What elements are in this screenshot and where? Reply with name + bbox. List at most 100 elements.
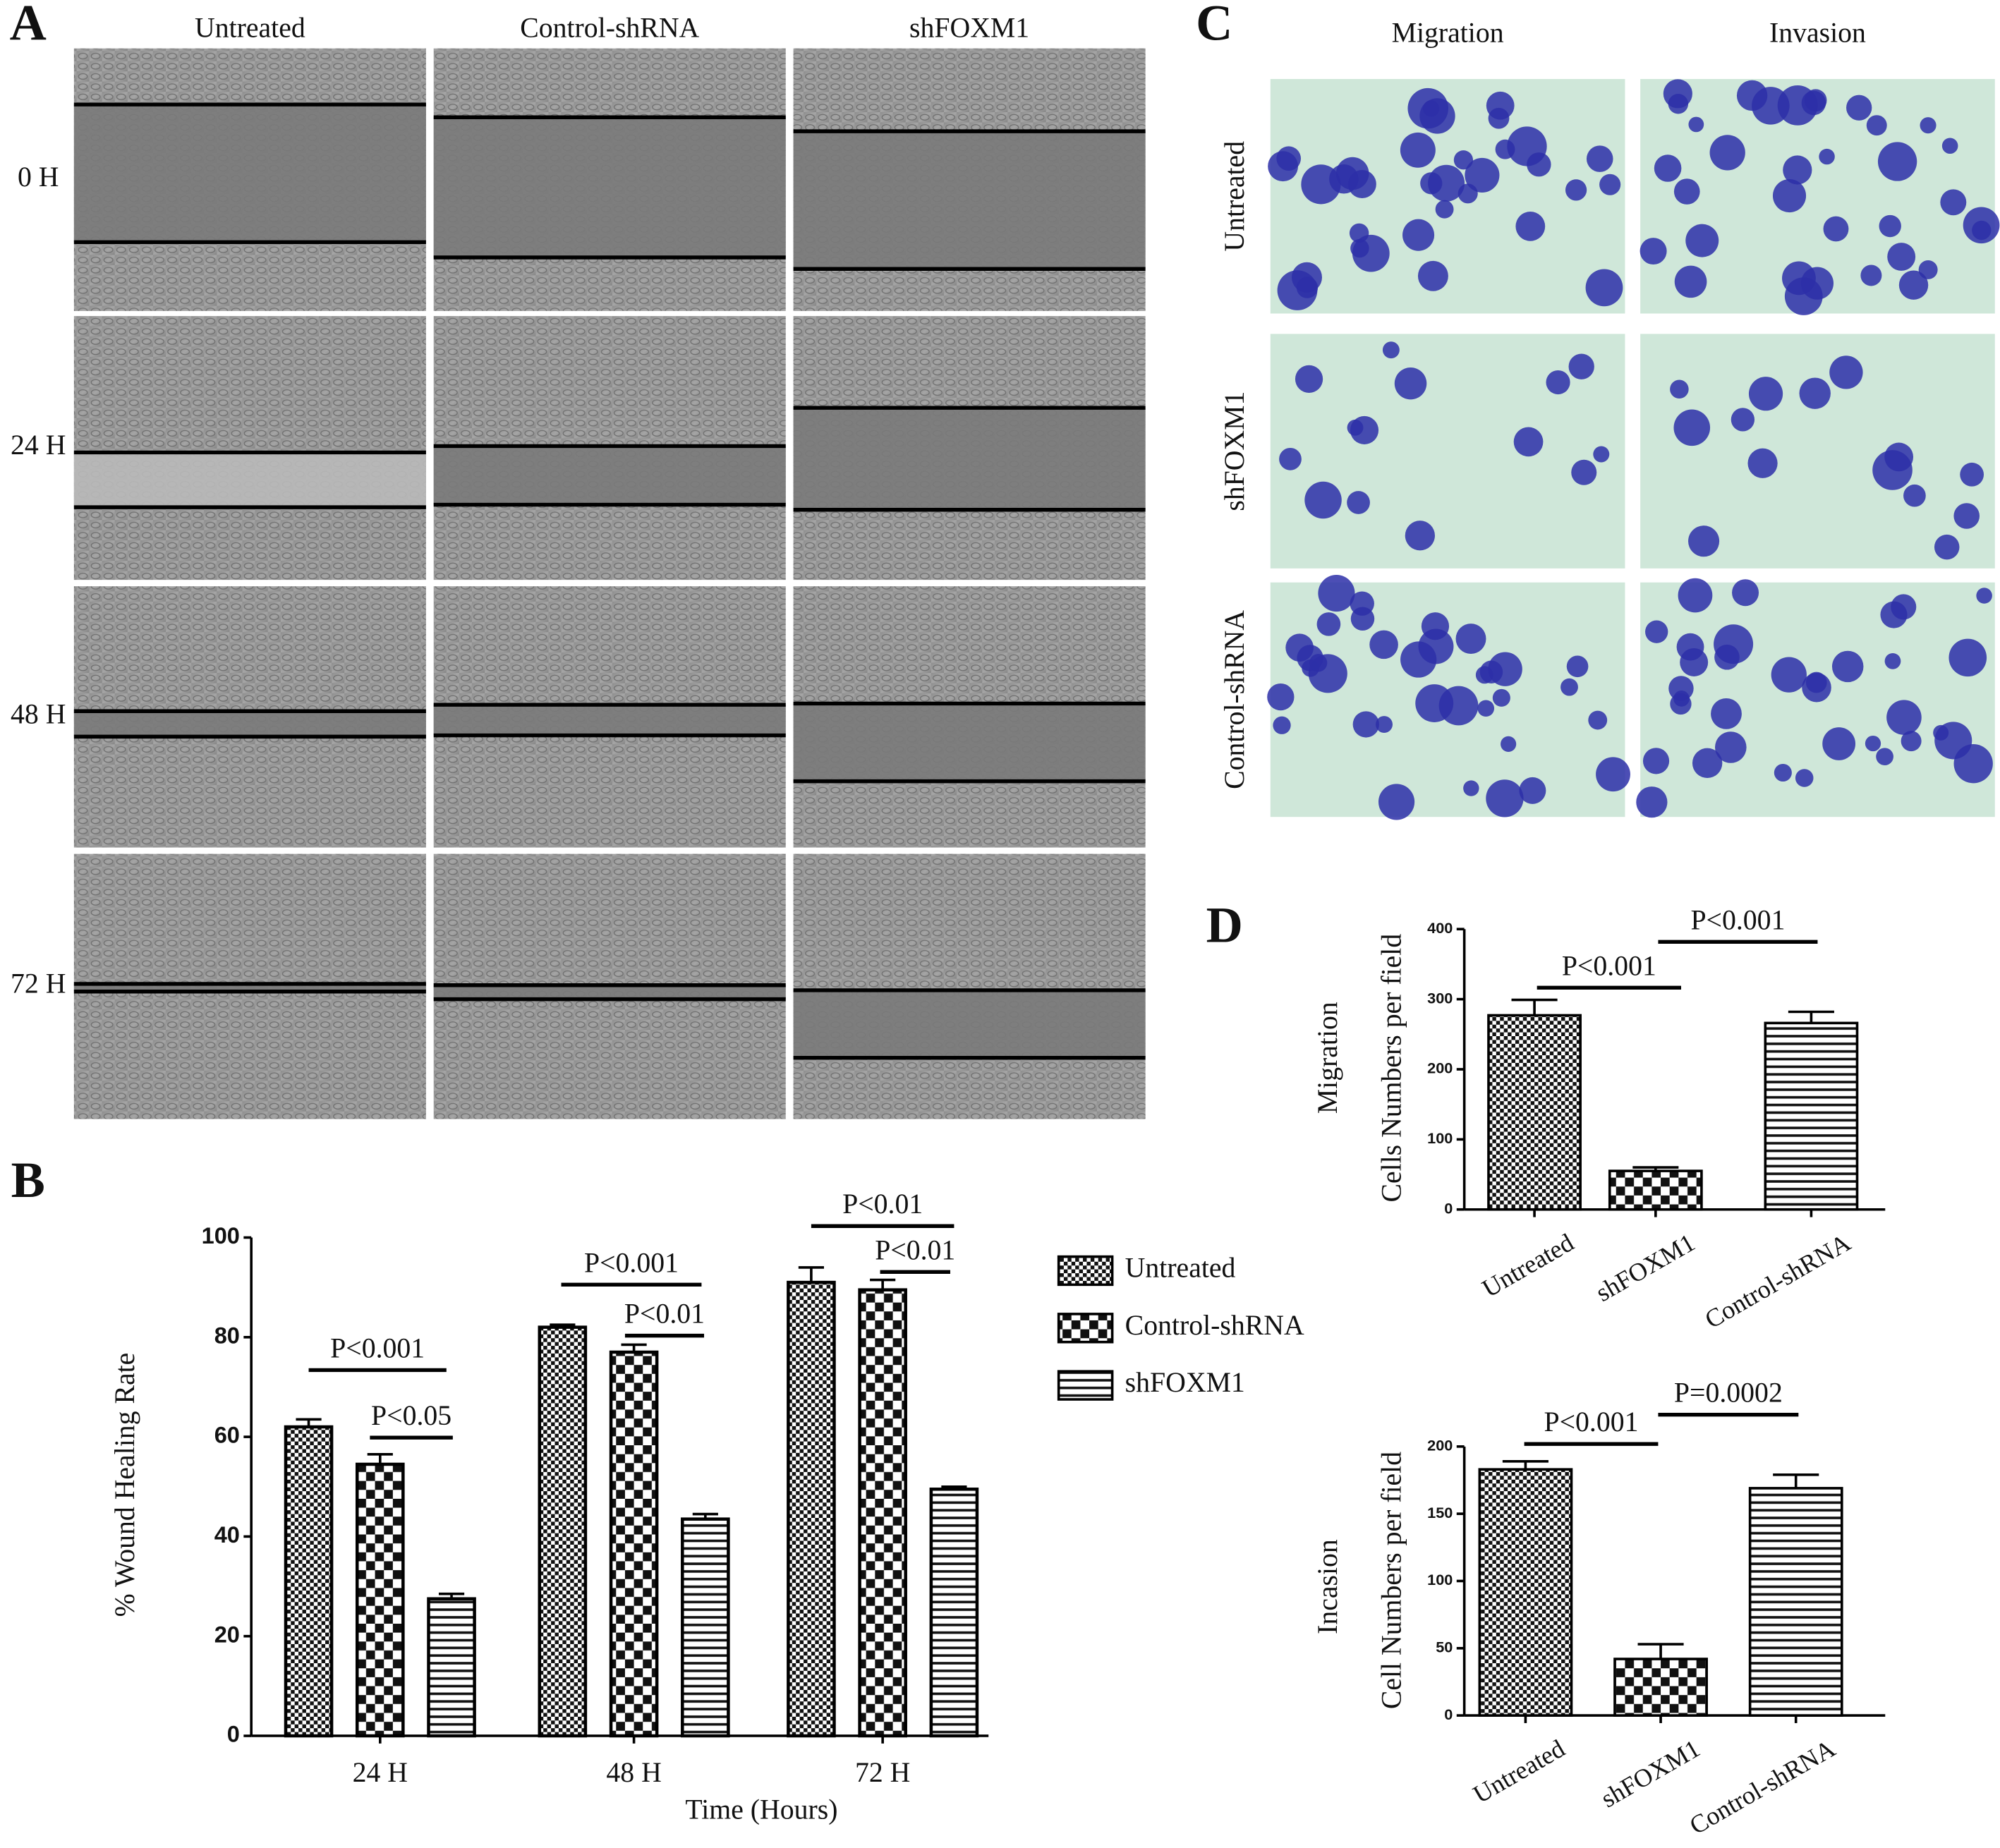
stained-cell <box>1420 172 1443 195</box>
wound-gap <box>73 104 426 243</box>
stained-cell <box>1732 579 1759 607</box>
stained-cell <box>1477 700 1495 717</box>
stained-cell <box>1318 575 1355 612</box>
y-tick-label: 300 <box>1427 989 1453 1007</box>
stained-cell <box>1486 779 1524 817</box>
bar <box>929 1488 979 1738</box>
stained-cell <box>1378 784 1415 820</box>
legend-swatch <box>1057 1313 1114 1344</box>
stained-cell <box>1941 138 1958 154</box>
y-tick-label: 100 <box>202 1223 240 1248</box>
stained-cell <box>1501 736 1517 752</box>
bar <box>1478 1468 1573 1717</box>
stained-cell <box>1846 95 1872 121</box>
side-label: Incasion <box>1312 1539 1343 1634</box>
stained-cell <box>1674 265 1707 298</box>
stained-cell <box>1678 578 1713 613</box>
significance-label: P<0.001 <box>330 1332 425 1363</box>
stained-cell <box>1488 652 1522 686</box>
y-axis-label: Cell Numbers per field <box>1376 1452 1407 1709</box>
stained-cell <box>1309 654 1328 672</box>
stained-cell <box>1673 178 1700 205</box>
stained-cell <box>1515 211 1546 241</box>
wound-gap <box>793 703 1146 782</box>
bar <box>787 1280 836 1738</box>
y-tick-label: 80 <box>214 1323 240 1348</box>
legend-label: shFOXM1 <box>1125 1367 1245 1398</box>
stained-cell <box>1884 652 1901 669</box>
stained-cell <box>1400 132 1436 168</box>
stained-cell <box>1376 716 1393 734</box>
stained-cell <box>1369 630 1398 659</box>
wound-gap <box>793 408 1146 510</box>
stained-cell <box>1465 157 1500 193</box>
stained-cell <box>1887 243 1916 271</box>
column-label: Untreated <box>195 12 305 43</box>
panel-letter: A <box>10 0 47 51</box>
stained-cell <box>1714 731 1747 763</box>
stained-cell <box>1267 683 1295 711</box>
stained-cell <box>1823 216 1849 242</box>
stained-cell <box>1599 174 1621 195</box>
stained-cell <box>1417 260 1448 291</box>
column-label: shFOXM1 <box>909 12 1029 43</box>
bar <box>538 1325 588 1738</box>
row-label: 48 H <box>11 699 66 730</box>
row-label: Control-shRNA <box>1219 610 1250 789</box>
stained-cell <box>1673 691 1690 707</box>
stained-cell <box>1279 447 1302 470</box>
stained-cell <box>1394 367 1427 400</box>
stained-cell <box>1819 148 1835 165</box>
x-tick-label: 72 H <box>855 1757 910 1788</box>
stained-cell <box>1654 154 1682 182</box>
x-tick-label: Untreated <box>1477 1228 1578 1303</box>
stained-cell <box>1645 620 1668 643</box>
stained-cell <box>1680 648 1709 676</box>
stained-cell <box>1642 748 1670 774</box>
y-tick-label: 150 <box>1427 1504 1453 1521</box>
panel-letter: D <box>1206 897 1243 954</box>
wound-gap <box>433 117 786 257</box>
row-label: Untreated <box>1219 141 1250 252</box>
stained-cell <box>1777 85 1818 126</box>
row-label: 0 H <box>18 162 59 193</box>
micrograph <box>793 853 1146 1119</box>
stained-cell <box>1822 727 1856 760</box>
column-label: Migration <box>1392 18 1504 49</box>
stained-cell <box>1415 684 1454 722</box>
y-tick-label: 40 <box>214 1522 240 1548</box>
wound-gap <box>73 983 426 992</box>
stained-cell <box>1920 117 1937 134</box>
stained-cell <box>1507 126 1547 166</box>
stained-cell <box>1903 484 1926 507</box>
stained-cell <box>1688 525 1720 557</box>
stained-cell <box>1949 638 1987 677</box>
stained-cell <box>1865 735 1881 752</box>
bar <box>1613 1658 1708 1717</box>
significance-label: P=0.0002 <box>1674 1378 1783 1409</box>
stained-cell <box>1316 612 1341 636</box>
bar <box>284 1425 334 1738</box>
stained-cell <box>1568 353 1594 379</box>
stained-cell <box>1866 115 1887 136</box>
stained-cell <box>1673 409 1711 446</box>
stained-cell <box>1795 769 1814 787</box>
stained-cell <box>1560 678 1578 696</box>
stained-cell <box>1934 534 1960 560</box>
stained-cell <box>1352 711 1379 738</box>
stained-cell <box>1771 657 1807 693</box>
side-label: Migration <box>1312 1002 1343 1114</box>
stained-cell <box>1593 446 1610 463</box>
stained-cell <box>1829 355 1863 389</box>
y-axis-label: Cells Numbers per field <box>1376 934 1407 1203</box>
bar <box>1487 1014 1582 1211</box>
stained-cell <box>1296 276 1319 298</box>
bar <box>1764 1021 1859 1211</box>
stained-cell <box>1972 220 1992 241</box>
wound-gap <box>793 131 1146 269</box>
stained-cell <box>1435 200 1454 219</box>
stained-cell <box>1731 408 1755 432</box>
micrograph <box>1270 334 1625 569</box>
significance-label: P<0.01 <box>875 1234 955 1265</box>
stained-cell <box>1419 98 1455 134</box>
